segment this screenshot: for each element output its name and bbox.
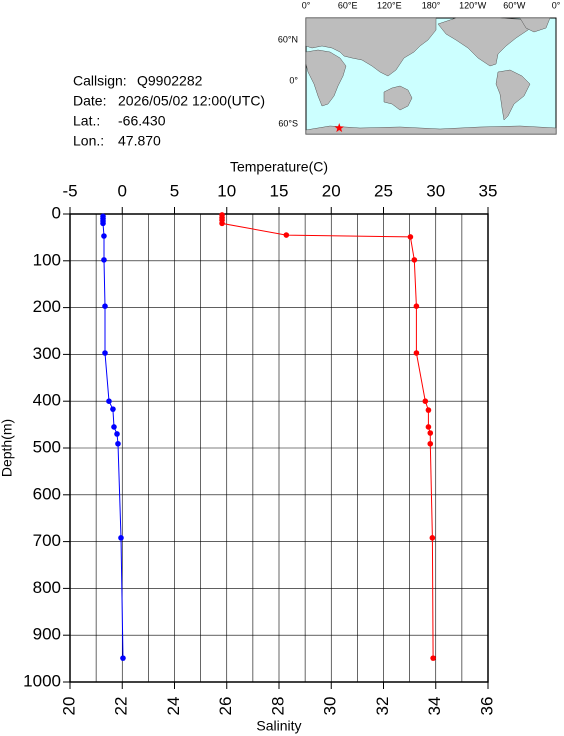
x-tick-label: 20 [59,697,78,716]
x-tick-label: 26 [216,697,235,716]
profile-point [102,303,108,309]
x2-tick-label: -5 [62,181,77,200]
profile-point [425,424,432,430]
profile-point [283,232,290,238]
x-tick-label: 22 [112,697,131,716]
profile-point [411,257,418,263]
map-lon-label: 120°E [377,0,402,10]
profile-point [425,407,432,413]
profile-point [422,398,429,405]
y-tick-label: 500 [33,437,61,456]
y-tick-label: 400 [33,391,61,410]
x2-tick-label: 15 [270,181,289,200]
info-value: Q9902282 [137,73,203,89]
x-tick-label: 32 [373,697,392,716]
profile-point [413,303,420,309]
profile-point [114,431,120,437]
map-lon-label: 120°W [459,0,487,10]
info-label: Lon.: [73,133,104,149]
map-lat-label: 0° [289,75,298,85]
profile-point [110,406,116,412]
y-tick-label: 1000 [23,671,61,690]
profile-point [106,398,112,405]
map-lon-label: 0° [552,0,561,10]
y-tick-label: 200 [33,297,61,316]
info-label: Date: [73,93,106,109]
profile-line [102,216,124,659]
station-marker [334,123,344,133]
world-map [305,17,557,135]
y-tick-label: 900 [33,625,61,644]
y-tick-label: 100 [33,250,61,269]
x2-tick-label: 10 [217,181,236,200]
profile-point [427,440,434,447]
info-label: Callsign: [73,73,127,89]
x-tick-label: 34 [425,697,444,716]
profile-point [407,234,414,240]
x-tick-label: 28 [268,697,287,716]
profile-point [101,257,107,263]
map-lon-label: 180° [422,0,441,10]
map-lon-label: 60°W [503,0,526,10]
info-value: 2026/05/02 12:00(UTC) [118,93,265,109]
y-tick-label: 700 [33,531,61,550]
x-tick-label: 24 [164,697,183,716]
x-tick-label: 30 [321,697,340,716]
map-lat-label: 60°N [278,34,298,44]
profile-point [413,350,420,356]
x2-tick-label: 5 [170,181,179,200]
y-tick-label: 600 [33,484,61,503]
land [305,17,557,135]
x2-tick-label: 25 [374,181,393,200]
map-lat-label: 60°S [278,118,298,128]
x2-axis-label: Temperature(C) [230,159,328,175]
info-value: -66.430 [118,113,166,129]
info-label: Lat.: [73,113,100,129]
x2-tick-label: 0 [118,181,127,200]
profile-point [120,655,126,661]
profile-point [102,350,108,356]
y-tick-label: 300 [33,344,61,363]
y-axis-label: Depth(m) [0,419,15,477]
map-lon-label: 60°E [338,0,358,10]
profile-point [429,535,436,541]
profile-point [427,430,434,436]
y-tick-label: 800 [33,578,61,597]
profile-point [111,424,117,430]
profile-line [221,214,434,659]
x2-tick-label: 30 [426,181,445,200]
profile-point [219,220,225,227]
profile-point [118,535,124,541]
x2-tick-label: 20 [322,181,341,200]
profile-point [100,220,106,227]
info-value: 47.870 [118,133,161,149]
profile-point [101,233,107,239]
profile-point [115,440,121,447]
x-axis-label: Salinity [256,718,301,734]
map-lon-label: 0° [302,0,311,10]
x2-tick-label: 35 [479,181,498,200]
y-tick-label: 0 [52,203,61,222]
x-tick-label: 36 [477,697,496,716]
profile-point [430,655,436,661]
